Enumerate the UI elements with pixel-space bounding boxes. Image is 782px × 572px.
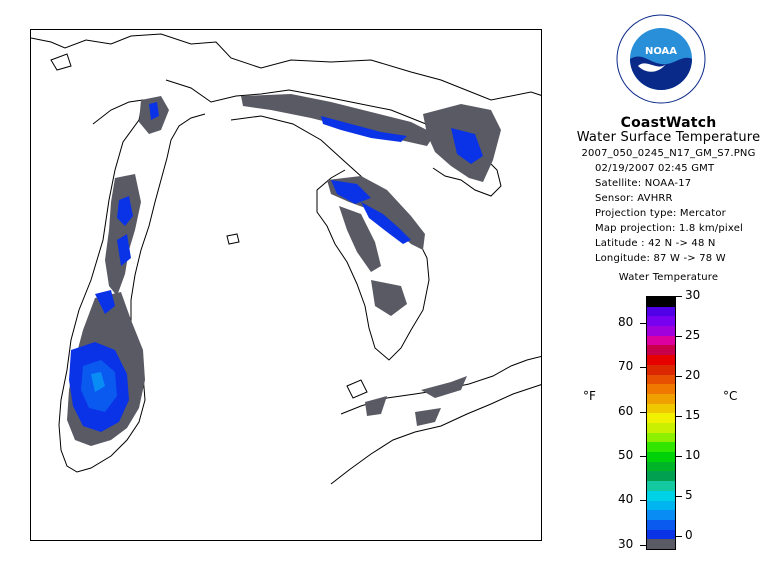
fahrenheit-tick-mark xyxy=(640,500,646,502)
info-panel: NOAA CoastWatch Water Surface Temperatur… xyxy=(555,0,782,572)
color-bar-segment xyxy=(647,383,675,394)
app-title: CoastWatch xyxy=(620,115,717,131)
celsius-tick-mark xyxy=(676,416,682,417)
color-bar-segment xyxy=(647,442,675,453)
fahrenheit-tick-label: 40 xyxy=(618,492,634,507)
celsius-tick-label: 20 xyxy=(685,368,701,382)
lake-huron-coastline xyxy=(230,115,430,361)
color-bar-segment xyxy=(647,403,675,414)
sensor-label: Sensor: AVHRR xyxy=(595,193,673,204)
celsius-tick-mark xyxy=(676,296,682,297)
color-bar-segment xyxy=(647,335,675,346)
great-lakes-map xyxy=(31,33,541,485)
fahrenheit-tick-label: 70 xyxy=(618,359,634,374)
celsius-unit-label: °C xyxy=(723,389,738,403)
fahrenheit-tick-label: 80 xyxy=(618,314,634,329)
color-bar-segment xyxy=(647,374,675,385)
fahrenheit-tick-label: 60 xyxy=(618,403,634,418)
lake-superior-south-shore xyxy=(165,79,442,131)
fahrenheit-tick-mark xyxy=(640,544,646,546)
color-bar-segment xyxy=(647,422,675,433)
acquisition-datetime: 02/19/2007 02:45 GMT xyxy=(595,163,715,174)
color-bar-segment xyxy=(647,306,675,317)
legend-title: Water Temperature xyxy=(618,272,719,283)
color-bar-segment xyxy=(647,345,675,356)
fahrenheit-tick-mark xyxy=(640,367,646,369)
island-outline xyxy=(346,379,368,399)
color-bar-segment xyxy=(647,539,675,549)
color-bar-segment xyxy=(647,325,675,336)
celsius-tick-label: 0 xyxy=(685,528,693,542)
fahrenheit-tick-mark xyxy=(640,456,646,457)
celsius-tick-mark xyxy=(676,496,682,497)
image-filename: 2007_050_0245_N17_GM_S7.PNG xyxy=(581,148,756,159)
celsius-tick-label: 25 xyxy=(685,328,701,342)
color-bar-segment xyxy=(647,471,675,482)
color-bar-segment xyxy=(647,316,675,327)
celsius-tick-mark xyxy=(676,376,682,377)
latitude-range: Latitude : 42 N -> 48 N xyxy=(595,238,716,249)
fahrenheit-tick-mark xyxy=(640,322,646,324)
color-bar-segment xyxy=(647,451,675,462)
color-bar-segment xyxy=(647,364,675,375)
celsius-tick-mark xyxy=(676,536,682,537)
fahrenheit-unit-label: °F xyxy=(583,389,596,403)
color-bar-segment xyxy=(647,354,675,365)
fahrenheit-tick-label: 50 xyxy=(618,448,634,462)
svg-text:NOAA: NOAA xyxy=(645,46,677,57)
color-bar-segment xyxy=(647,393,675,404)
color-bar-segment xyxy=(647,432,675,443)
color-bar-segment xyxy=(647,529,675,540)
celsius-tick-mark xyxy=(676,336,682,337)
celsius-tick-label: 15 xyxy=(685,408,701,422)
celsius-tick-label: 10 xyxy=(685,448,701,462)
color-bar-segment xyxy=(647,519,675,530)
color-bar-segment xyxy=(647,413,675,423)
projection-type-label: Projection type: Mercator xyxy=(595,208,726,219)
map-panel xyxy=(30,29,542,541)
lake-michigan-coastline xyxy=(58,99,206,473)
celsius-tick-mark xyxy=(676,456,682,457)
color-bar-segment xyxy=(647,490,675,501)
cold-water-regions xyxy=(69,102,483,432)
fahrenheit-tick-label: 30 xyxy=(618,536,634,551)
map-projection-label: Map projection: 1.8 km/pixel xyxy=(595,223,744,234)
longitude-range: Longitude: 87 W -> 78 W xyxy=(595,253,726,264)
color-bar-segment xyxy=(647,509,675,520)
lake-superior-coastline xyxy=(31,33,541,101)
color-bar-segment xyxy=(647,461,675,472)
product-subtitle: Water Surface Temperature xyxy=(576,130,761,145)
celsius-tick-label: 30 xyxy=(685,288,701,302)
noaa-logo: NOAA xyxy=(616,14,706,104)
color-bar-segment xyxy=(647,296,675,307)
color-bar-segment xyxy=(647,500,675,511)
satellite-label: Satellite: NOAA-17 xyxy=(595,178,692,189)
lake-erie-south-shore xyxy=(330,384,541,485)
island-outline xyxy=(50,53,72,71)
celsius-tick-label: 5 xyxy=(685,488,693,502)
color-bar-segment xyxy=(647,480,675,491)
island-outline xyxy=(226,233,240,245)
no-data-regions xyxy=(67,94,501,446)
temperature-color-bar xyxy=(646,296,676,550)
fahrenheit-tick-mark xyxy=(640,411,646,413)
